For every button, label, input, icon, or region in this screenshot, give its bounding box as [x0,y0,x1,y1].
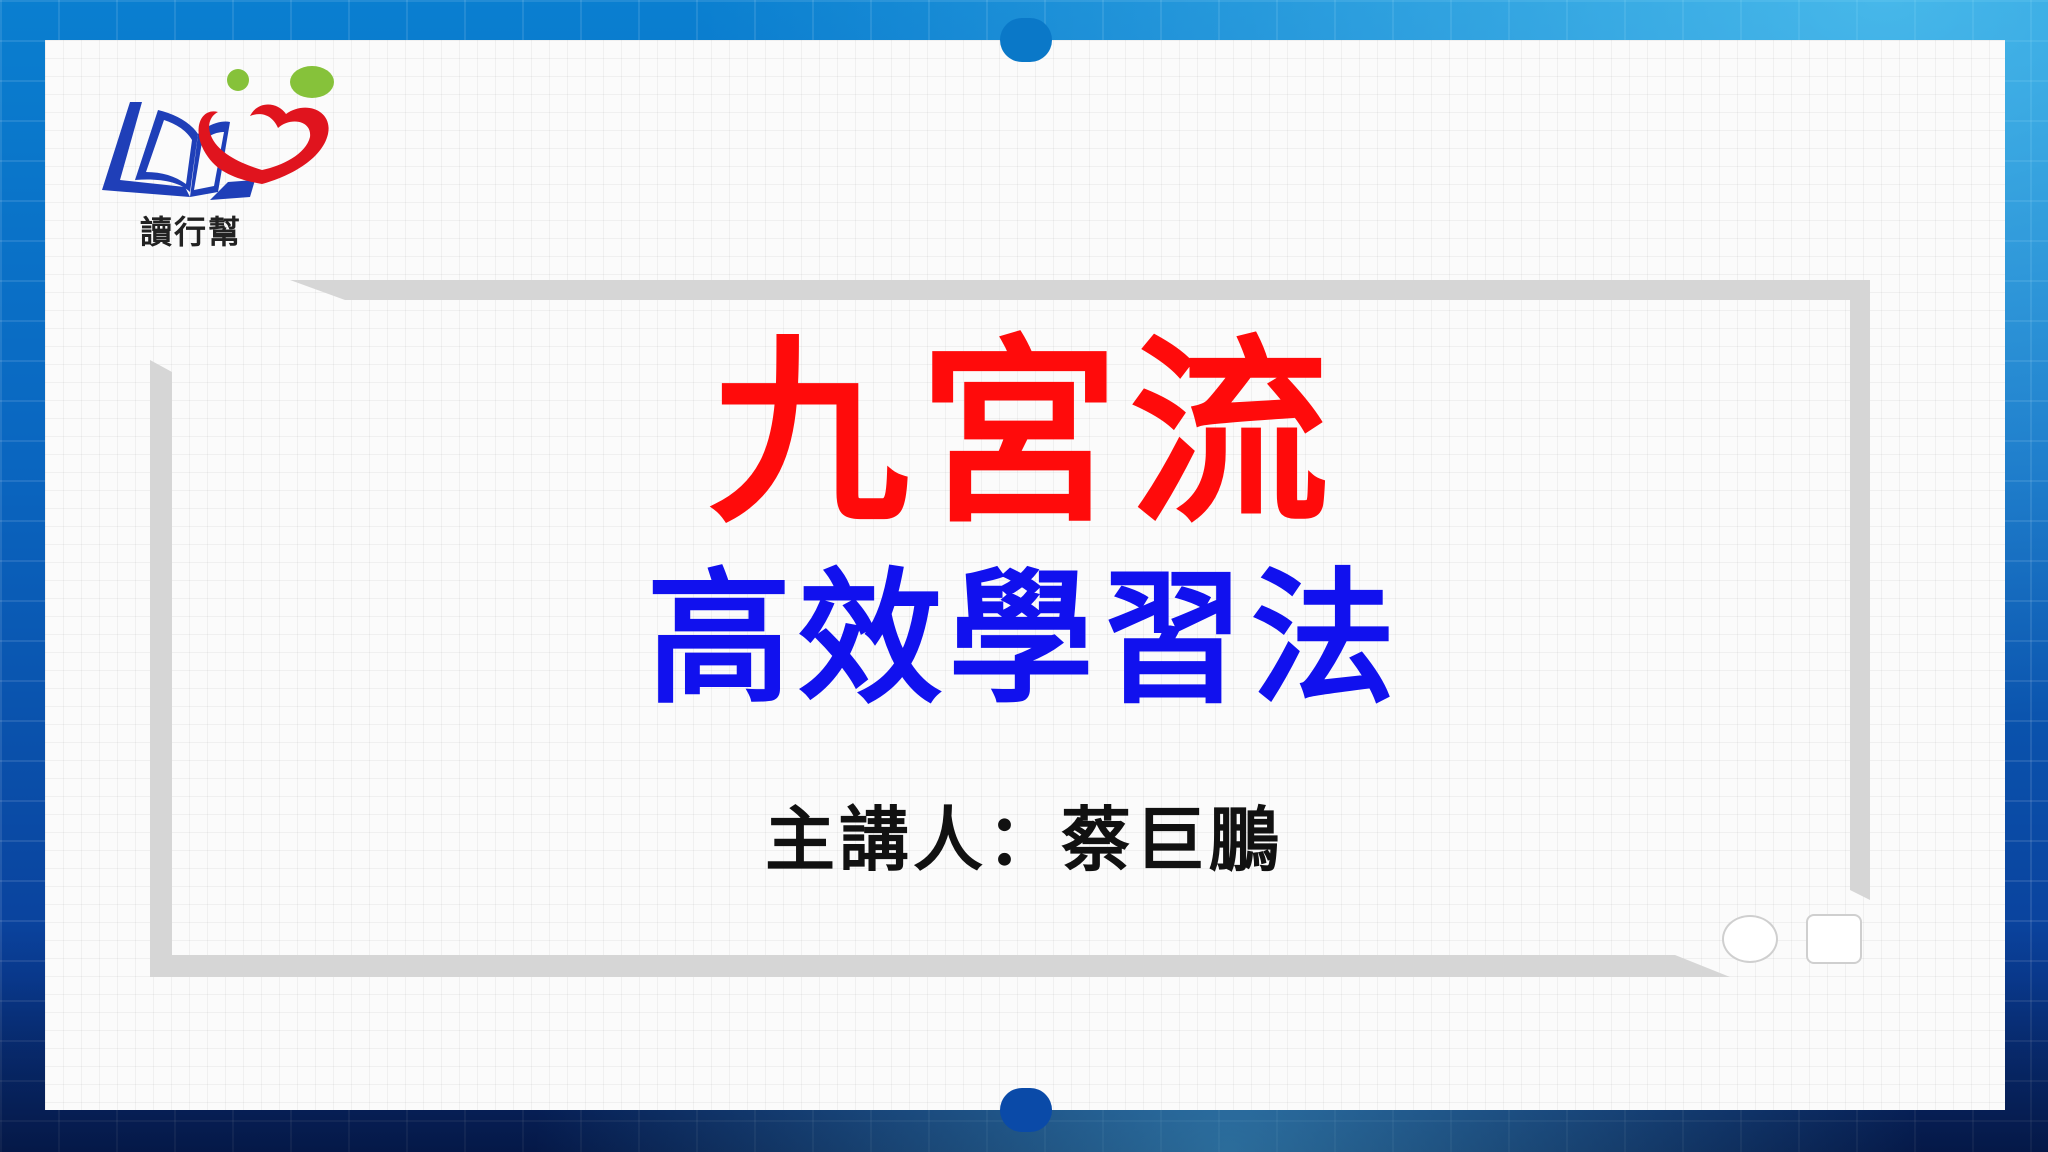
slide-card [45,40,2005,1110]
speaker-label: 主講人：蔡巨鵬 [765,799,1283,881]
title-line-1: 九宮流 [708,318,1339,551]
top-notch [1000,18,1052,80]
decorative-square-icon [1806,914,1862,964]
book-heart-logo-icon [102,66,334,200]
company-logo: 讀行幫 [90,62,340,252]
logo-text: 讀行幫 [140,213,243,251]
title-line-2: 高效學習法 [646,555,1402,724]
decorative-circle-icon [1722,915,1778,963]
bottom-notch [1000,1070,1052,1132]
